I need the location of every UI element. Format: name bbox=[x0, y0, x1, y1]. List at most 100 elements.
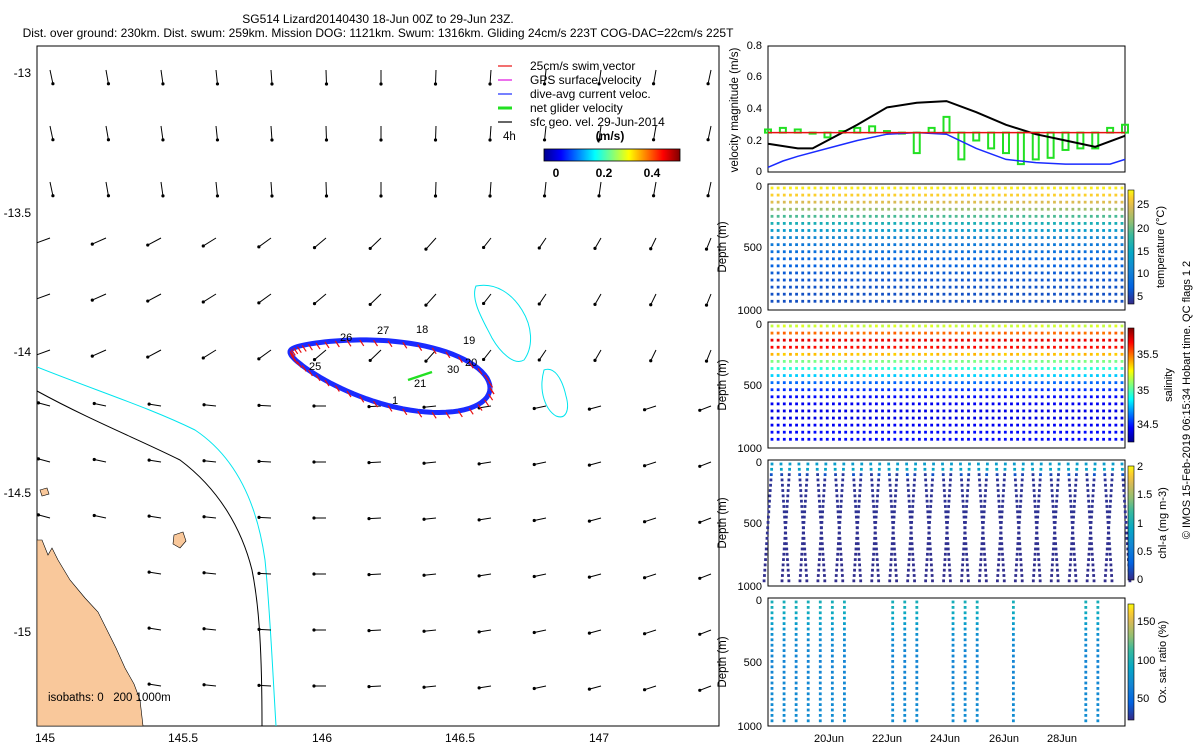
salinity-depth-label: Depth (m) bbox=[717, 359, 729, 410]
section-sample bbox=[891, 526, 895, 530]
geo-velocity-arrowhead bbox=[161, 82, 165, 86]
section-sample bbox=[881, 200, 884, 204]
geo-velocity-arrowhead bbox=[433, 82, 438, 86]
section-sample bbox=[801, 285, 805, 289]
geo-velocity-arrow bbox=[147, 237, 162, 246]
geo-velocity-arrowhead bbox=[90, 298, 94, 302]
section-sample bbox=[997, 338, 1001, 342]
section-sample bbox=[1053, 186, 1056, 190]
section-sample bbox=[813, 430, 817, 434]
section-sample bbox=[844, 200, 848, 204]
section-sample bbox=[887, 236, 891, 239]
section-sample bbox=[818, 670, 822, 674]
section-sample bbox=[843, 697, 846, 701]
section-sample bbox=[815, 467, 819, 471]
section-sample bbox=[1016, 409, 1020, 413]
section-sample bbox=[850, 367, 854, 370]
geo-velocity-arrow bbox=[92, 293, 107, 301]
section-sample bbox=[834, 483, 838, 487]
section-sample bbox=[782, 670, 786, 674]
geo-velocity-arrow bbox=[644, 405, 657, 411]
section-sample bbox=[887, 352, 891, 356]
geo-velocity-arrow bbox=[598, 125, 602, 140]
section-sample bbox=[924, 222, 927, 225]
section-sample bbox=[930, 292, 934, 296]
section-sample bbox=[789, 430, 792, 434]
section-sample bbox=[903, 697, 907, 701]
geo-velocity-arrow bbox=[644, 461, 657, 467]
section-sample bbox=[1013, 478, 1017, 482]
section-sample bbox=[891, 649, 895, 652]
section-sample bbox=[794, 616, 798, 620]
section-sample bbox=[997, 374, 1001, 377]
section-sample bbox=[789, 331, 792, 335]
section-sample bbox=[874, 214, 878, 218]
section-sample bbox=[1108, 388, 1112, 392]
section-sample bbox=[795, 324, 798, 328]
section-sample bbox=[1114, 214, 1118, 218]
section-sample bbox=[979, 402, 983, 406]
section-sample bbox=[830, 643, 834, 647]
section-sample bbox=[991, 271, 995, 275]
section-sample bbox=[978, 568, 982, 572]
map-y-tick: -13.5 bbox=[4, 206, 32, 220]
section-sample bbox=[1011, 600, 1015, 604]
section-sample bbox=[1003, 338, 1007, 342]
section-sample bbox=[804, 568, 808, 572]
section-sample bbox=[1071, 395, 1075, 399]
geo-velocity-arrow bbox=[258, 237, 272, 248]
section-sample bbox=[819, 515, 822, 519]
section-sample bbox=[789, 193, 792, 197]
section-sample bbox=[954, 374, 958, 377]
section-sample bbox=[813, 243, 817, 247]
section-sample bbox=[823, 473, 827, 477]
geo-velocity-arrow bbox=[589, 517, 602, 522]
section-sample bbox=[1091, 568, 1095, 572]
section-sample bbox=[887, 430, 891, 434]
section-sample bbox=[789, 264, 792, 268]
section-sample bbox=[915, 692, 919, 696]
geo-velocity-arrow bbox=[215, 69, 218, 84]
isobaths-label: isobaths: 0 200 1000m bbox=[48, 692, 171, 704]
section-sample bbox=[954, 285, 958, 289]
section-sample bbox=[963, 526, 967, 530]
section-sample bbox=[1052, 542, 1056, 546]
section-sample bbox=[930, 193, 934, 197]
section-sample bbox=[1083, 423, 1087, 427]
geo-velocity-arrow bbox=[204, 572, 217, 575]
geo-velocity-arrowhead bbox=[37, 513, 41, 517]
section-sample bbox=[948, 381, 952, 385]
section-sample bbox=[1089, 374, 1093, 377]
section-sample bbox=[991, 374, 995, 377]
section-sample bbox=[1122, 494, 1126, 498]
section-sample bbox=[1108, 395, 1112, 399]
section-sample bbox=[830, 665, 834, 669]
section-sample bbox=[1040, 264, 1044, 268]
section-sample bbox=[802, 542, 806, 546]
section-sample bbox=[1124, 515, 1127, 519]
section-sample bbox=[997, 278, 1001, 282]
geo-velocity-arrow bbox=[424, 517, 437, 520]
section-sample bbox=[1114, 229, 1118, 232]
section-sample bbox=[1016, 515, 1020, 519]
section-sample bbox=[825, 324, 829, 328]
section-sample bbox=[1071, 285, 1075, 289]
section-sample bbox=[979, 367, 983, 370]
section-sample bbox=[1037, 563, 1041, 567]
geo-velocity-arrow bbox=[424, 573, 437, 576]
section-sample bbox=[801, 430, 805, 434]
section-sample bbox=[1003, 264, 1007, 268]
section-sample bbox=[819, 324, 823, 328]
section-sample bbox=[1040, 430, 1044, 434]
section-sample bbox=[1107, 526, 1111, 530]
section-sample bbox=[1077, 207, 1081, 211]
section-sample bbox=[1102, 395, 1105, 399]
geo-velocity-arrowhead bbox=[593, 302, 597, 306]
section-sample bbox=[893, 200, 897, 204]
section-sample bbox=[817, 489, 821, 492]
section-sample bbox=[960, 374, 964, 377]
section-sample bbox=[997, 299, 1001, 303]
section-sample bbox=[924, 430, 927, 434]
section-sample bbox=[832, 352, 835, 356]
section-sample bbox=[891, 676, 895, 679]
